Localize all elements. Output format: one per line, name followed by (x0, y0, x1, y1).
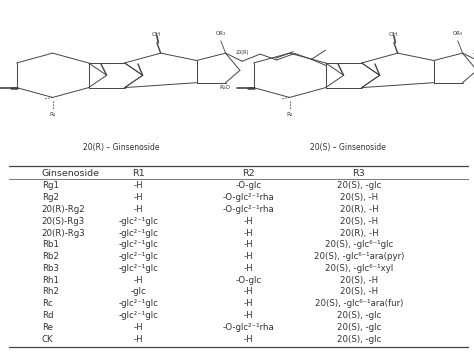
Text: 20(S), -glc⁶⁻¹ara(fur): 20(S), -glc⁶⁻¹ara(fur) (315, 299, 403, 308)
Text: Rb3: Rb3 (42, 264, 59, 273)
Text: -H: -H (244, 252, 254, 261)
Text: -H: -H (244, 229, 254, 237)
Text: -H: -H (244, 240, 254, 249)
Text: 20(S), -glc⁶⁻¹xyl: 20(S), -glc⁶⁻¹xyl (325, 264, 393, 273)
Text: Rh2: Rh2 (42, 288, 59, 297)
Text: -glc: -glc (130, 288, 146, 297)
Text: R₁O: R₁O (219, 85, 230, 90)
Text: -O-glc: -O-glc (236, 182, 262, 190)
Text: 20(R)-Rg2: 20(R)-Rg2 (42, 205, 85, 214)
Text: OR₃: OR₃ (216, 31, 226, 36)
Text: -glc²⁻¹glc: -glc²⁻¹glc (118, 229, 158, 237)
Text: 20(S), -H: 20(S), -H (340, 217, 378, 226)
Text: 20(R), -H: 20(R), -H (339, 229, 378, 237)
Text: -H: -H (133, 205, 143, 214)
Text: 20(R)-Rg3: 20(R)-Rg3 (42, 229, 85, 237)
Text: Rd: Rd (42, 311, 53, 320)
Text: -O-glc²⁻¹rha: -O-glc²⁻¹rha (223, 323, 274, 332)
Text: 20(S): 20(S) (473, 50, 474, 55)
Text: Ginsenoside: Ginsenoside (42, 169, 100, 178)
Text: 20(S), -glc: 20(S), -glc (337, 311, 381, 320)
Text: Rc: Rc (42, 299, 53, 308)
Text: Rg1: Rg1 (42, 182, 59, 190)
Text: Rh1: Rh1 (42, 276, 59, 285)
Text: 20(S), -glc: 20(S), -glc (337, 323, 381, 332)
Text: -H: -H (244, 335, 254, 344)
Text: R2: R2 (242, 169, 255, 178)
Text: Rg2: Rg2 (42, 193, 59, 202)
Text: -O-glc²⁻¹rha: -O-glc²⁻¹rha (223, 205, 274, 214)
Text: 20(S), -H: 20(S), -H (340, 276, 378, 285)
Text: -H: -H (244, 288, 254, 297)
Text: -H: -H (133, 323, 143, 332)
Text: -H: -H (244, 217, 254, 226)
Text: -H: -H (133, 193, 143, 202)
Text: Re: Re (42, 323, 53, 332)
Text: R1: R1 (132, 169, 145, 178)
Text: -H: -H (244, 299, 254, 308)
Text: -glc²⁻¹glc: -glc²⁻¹glc (118, 311, 158, 320)
Text: -H: -H (244, 264, 254, 273)
Text: 20(S), -H: 20(S), -H (340, 193, 378, 202)
Text: 20(S), -glc⁶⁻¹ara(pyr): 20(S), -glc⁶⁻¹ara(pyr) (314, 252, 404, 261)
Text: 20(S), -glc: 20(S), -glc (337, 182, 381, 190)
Text: 20(S)-Rg3: 20(S)-Rg3 (42, 217, 85, 226)
Text: 20(R), -H: 20(R), -H (339, 205, 378, 214)
Text: -H: -H (244, 311, 254, 320)
Text: -H: -H (133, 276, 143, 285)
Text: CK: CK (42, 335, 53, 344)
Text: -H: -H (133, 182, 143, 190)
Text: 20(S), -glc: 20(S), -glc (337, 335, 381, 344)
Text: Rb1: Rb1 (42, 240, 59, 249)
Text: -O-glc: -O-glc (236, 276, 262, 285)
Text: 20(S), -H: 20(S), -H (340, 288, 378, 297)
Text: -glc²⁻¹glc: -glc²⁻¹glc (118, 264, 158, 273)
Text: R3: R3 (353, 169, 365, 178)
Text: OH: OH (151, 32, 161, 37)
Text: R₂: R₂ (49, 112, 56, 117)
Text: -H: -H (133, 335, 143, 344)
Text: OH: OH (388, 32, 398, 37)
Text: -glc²⁻¹glc: -glc²⁻¹glc (118, 252, 158, 261)
Text: -glc²⁻¹glc: -glc²⁻¹glc (118, 240, 158, 249)
Text: 20(R): 20(R) (236, 50, 249, 55)
Text: -glc²⁻¹glc: -glc²⁻¹glc (118, 299, 158, 308)
Text: -glc²⁻¹glc: -glc²⁻¹glc (118, 217, 158, 226)
Text: OR₃: OR₃ (453, 31, 463, 36)
Text: 20(S), -glc⁶⁻¹glc: 20(S), -glc⁶⁻¹glc (325, 240, 393, 249)
Text: Rb2: Rb2 (42, 252, 59, 261)
Text: 20(S) – Ginsenoside: 20(S) – Ginsenoside (310, 143, 386, 152)
Text: -O-glc²⁻¹rha: -O-glc²⁻¹rha (223, 193, 274, 202)
Text: 20(R) – Ginsenoside: 20(R) – Ginsenoside (82, 143, 159, 152)
Text: R₂: R₂ (286, 112, 293, 117)
